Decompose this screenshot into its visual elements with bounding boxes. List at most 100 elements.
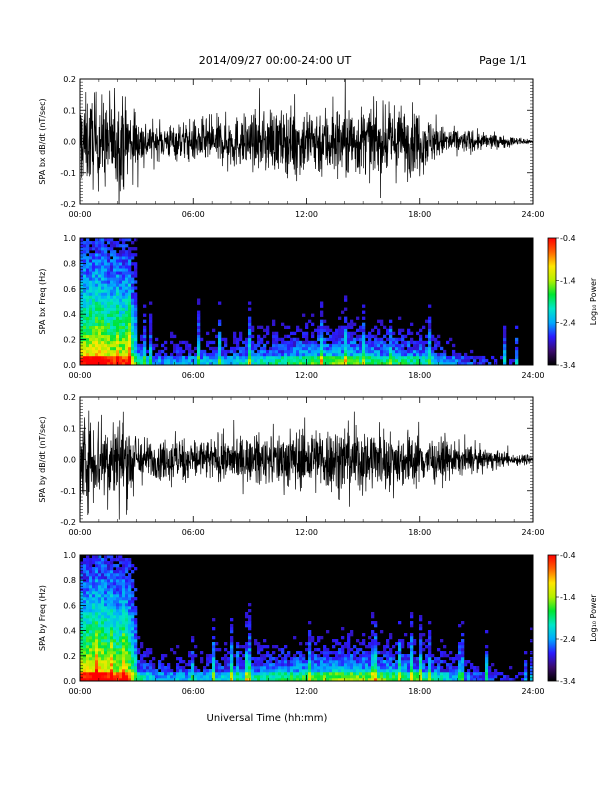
spectrogram-cell [128, 358, 132, 363]
spectrogram-cell [119, 355, 123, 360]
spectrogram-cell [131, 630, 135, 634]
y-axis-label: SPA by Freq (Hz) [38, 585, 47, 651]
spectrogram-cell [104, 645, 108, 649]
spectrogram-cell [86, 627, 90, 631]
spectrogram-cell [119, 636, 123, 640]
spectrogram-cell [95, 307, 99, 311]
spectrogram-cell [368, 334, 372, 339]
spectrogram-cell [92, 612, 96, 616]
spectrogram-cell [197, 319, 201, 323]
spectrogram-cell [116, 319, 120, 323]
spectrogram-cell [125, 558, 129, 562]
spectrogram-cell [347, 337, 351, 342]
spectrogram-cell [140, 337, 144, 342]
spectrogram-cell [125, 274, 129, 278]
spectrogram-cell [116, 292, 120, 296]
spectrogram-cell [86, 612, 90, 616]
spectrogram-cell [116, 582, 120, 586]
spectrogram-cell [95, 672, 99, 676]
spectrogram-cell [395, 343, 399, 348]
spectrogram-cell [149, 331, 153, 336]
spectrogram-cell [395, 669, 399, 673]
y-tick-label: 0.0 [63, 138, 76, 147]
spectrogram-cell [131, 283, 135, 287]
spectrogram-cell [104, 660, 108, 664]
spectrogram-cell [80, 250, 84, 254]
spectrogram-cell [152, 361, 156, 366]
spectrogram-cell [242, 352, 246, 357]
spectrogram-cell [140, 343, 144, 348]
spectrogram-cell [197, 337, 201, 342]
spectrogram-cell [107, 295, 111, 299]
spectrogram-cell [80, 636, 84, 640]
spectrogram-cell [137, 355, 141, 360]
colorbar [547, 554, 557, 682]
spectrogram-cell [281, 349, 285, 354]
spectrogram-cell [173, 678, 177, 682]
spectrogram-cell [341, 334, 345, 339]
spectrogram-cell [191, 355, 195, 360]
spectrogram-cell [368, 636, 372, 640]
spectrogram-cell [125, 313, 129, 317]
spectrogram-cell [113, 606, 117, 610]
spectrogram-cell [404, 340, 408, 345]
spectrogram-cell [254, 669, 258, 673]
spectrogram-cell [341, 645, 345, 649]
spectrogram-cell [422, 660, 426, 664]
spectrogram-cell [326, 669, 330, 673]
spectrogram-cell [122, 265, 126, 269]
spectrogram-cell [479, 361, 483, 366]
spectrogram-cell [359, 675, 363, 679]
spectrogram-cell [119, 624, 123, 628]
spectrogram-cell [374, 633, 378, 637]
spectrogram-cell [107, 358, 111, 363]
spectrogram-cell [128, 256, 132, 260]
spectrogram-cell [323, 669, 327, 673]
spectrogram-cell [110, 271, 114, 275]
spectrogram-cell [365, 346, 369, 351]
spectrogram-cell [95, 289, 99, 293]
spectrogram-cell [317, 331, 321, 336]
spectrogram-cell [368, 349, 372, 354]
spectrogram-cell [164, 654, 168, 658]
spectrogram-cell [470, 361, 474, 366]
spectrogram-cell [146, 361, 150, 366]
spectrogram-cell [263, 328, 267, 333]
spectrogram-cell [425, 654, 429, 658]
spectrogram-cell [419, 627, 423, 631]
spectrogram-cell [434, 340, 438, 345]
spectrogram-cell [149, 660, 153, 664]
spectrogram-cell [209, 352, 213, 357]
spectrogram-cell [347, 645, 351, 649]
spectrogram-cell [89, 591, 93, 595]
spectrogram-cell [245, 654, 249, 658]
spectrogram-cell [149, 319, 153, 323]
spectrogram-cell [236, 340, 240, 345]
spectrogram-cell [200, 672, 204, 676]
spectrogram-cell [80, 280, 84, 284]
spectrogram-cell [479, 355, 483, 360]
spectrogram-cell [131, 675, 135, 679]
spectrogram-cell [101, 621, 105, 625]
spectrogram-cell [86, 591, 90, 595]
spectrogram-cell [488, 669, 492, 673]
spectrogram-cell [122, 624, 126, 628]
spectrogram-cell [515, 337, 519, 342]
spectrogram-cell [131, 241, 135, 245]
spectrogram-cell [104, 352, 108, 357]
y-tick-label: 0.6 [63, 601, 76, 610]
spectrogram-cell [290, 358, 294, 363]
spectrogram-cell [143, 669, 147, 673]
spectrogram-cell [383, 346, 387, 351]
spectrogram-cell [434, 343, 438, 348]
spectrogram-cell [92, 645, 96, 649]
spectrogram-cell [122, 286, 126, 290]
spectrogram-cell [440, 346, 444, 351]
spectrogram-cell [92, 307, 96, 311]
spectrogram-cell [80, 265, 84, 269]
spectrogram-cell [344, 645, 348, 649]
spectrogram-cell [86, 609, 90, 613]
spectrogram-cell [170, 358, 174, 363]
spectrogram-cell [185, 361, 189, 366]
spectrogram-cell [125, 361, 129, 366]
